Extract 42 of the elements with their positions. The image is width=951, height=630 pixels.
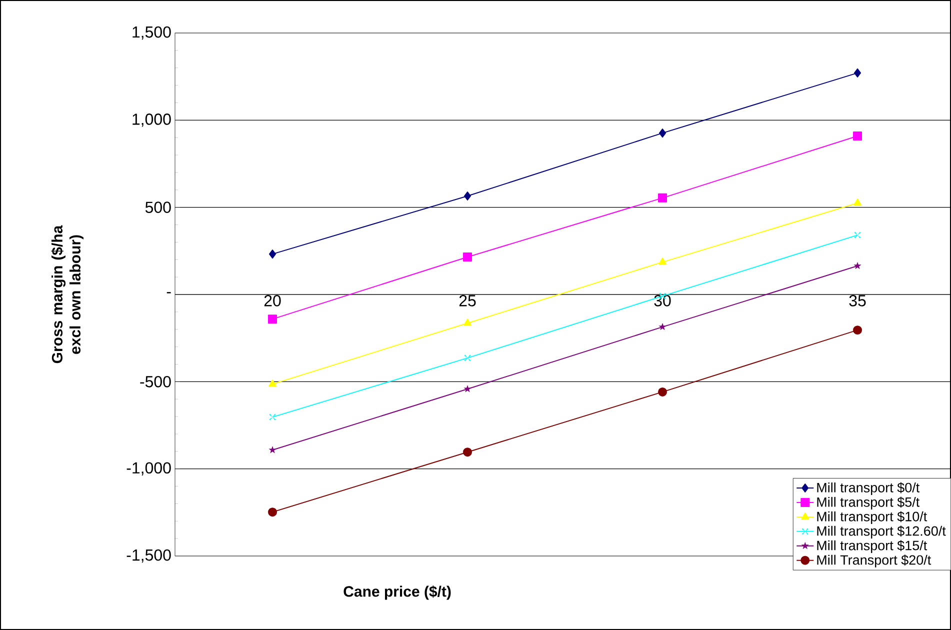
x-tick-label: 30 [654, 295, 671, 306]
point [464, 318, 472, 326]
point [658, 322, 666, 330]
point [268, 380, 276, 387]
point [464, 354, 471, 362]
legend-label: Mill transport $15/t [817, 540, 928, 553]
y-tick-label: -500 [140, 376, 171, 388]
x-axis-title: Cane price ($/t) [344, 586, 451, 600]
point [658, 387, 668, 396]
x-tick-label: 25 [459, 295, 476, 306]
x-tick-label: 20 [264, 295, 281, 306]
y-tick-label: -1,500 [126, 549, 171, 563]
point [854, 68, 862, 78]
y-tick-label: 1,500 [132, 26, 171, 40]
point [854, 232, 861, 238]
point [268, 314, 277, 324]
legend-label: Mill transport $0/t [817, 482, 920, 496]
y-tick-label: 1,000 [132, 114, 171, 127]
point [854, 198, 862, 206]
point [658, 258, 666, 265]
y-tick-label: 500 [145, 202, 171, 213]
y-axis-title: Gross margin ($/ha excl own labour) [51, 225, 84, 364]
point [853, 132, 862, 141]
point [463, 448, 472, 457]
point [268, 446, 276, 454]
point [464, 384, 472, 392]
x-tick-label: 35 [849, 295, 866, 306]
point [659, 128, 666, 138]
point [269, 250, 276, 259]
legend-label: Mill Transport $20/t [817, 554, 932, 568]
point [854, 262, 862, 270]
legend-label: Mill transport $10/t [817, 511, 928, 524]
point [658, 193, 668, 202]
point [463, 252, 472, 262]
point [269, 414, 276, 420]
y-tick-label: - [166, 292, 171, 294]
point [464, 192, 471, 200]
point [853, 326, 862, 335]
point [268, 508, 277, 517]
legend-label: Mill transport $5/t [817, 496, 920, 510]
legend-label: Mill transport $12.60/t [817, 526, 946, 538]
y-tick-label: -1,000 [126, 462, 171, 476]
